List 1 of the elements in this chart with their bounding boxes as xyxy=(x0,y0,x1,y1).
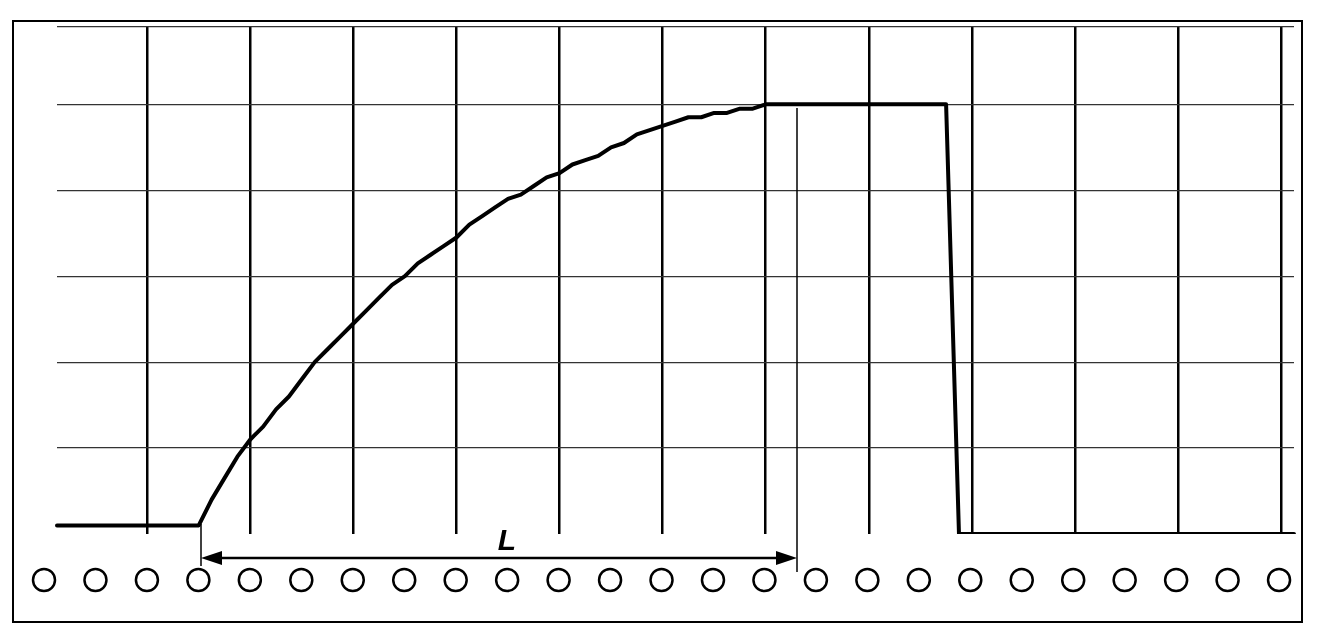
annotation: L xyxy=(496,523,518,556)
